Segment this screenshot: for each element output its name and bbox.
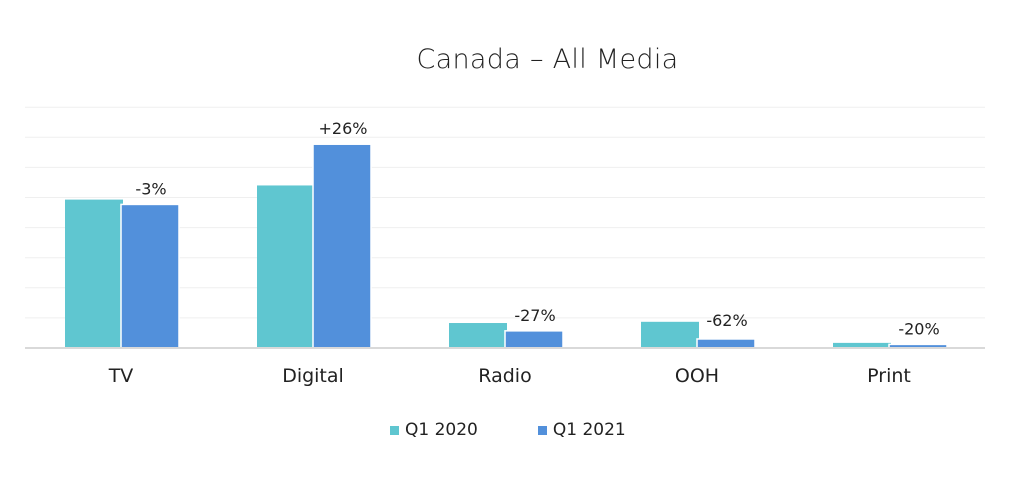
bar-digital-q1-2020 (257, 185, 315, 348)
legend-label: Q1 2021 (552, 420, 626, 440)
x-tick-label: Radio (478, 365, 531, 387)
data-label: -3% (135, 179, 166, 198)
data-label: -62% (706, 311, 747, 330)
data-label: -27% (514, 306, 555, 325)
bar-digital-q1-2021 (312, 143, 372, 349)
bar-radio-q1-2020 (449, 323, 507, 348)
x-tick-label: TV (108, 365, 134, 387)
bar-print-q1-2020 (833, 342, 891, 348)
bar-tv-q1-2020 (65, 199, 123, 348)
chart-title: Canada – All Media (416, 44, 679, 75)
x-tick-label: OOH (675, 365, 719, 387)
bar-ooh-q1-2020 (641, 321, 699, 348)
x-tick-label: Digital (282, 365, 344, 387)
legend-label: Q1 2020 (405, 420, 478, 440)
legend-item-q1-2020: Q1 2020 (390, 420, 478, 440)
legend-item-q1-2021: Q1 2021 (537, 420, 626, 440)
legend-swatch (537, 425, 547, 435)
legend: Q1 2020 Q1 2021 (390, 420, 626, 440)
bar-tv-q1-2021 (120, 203, 180, 349)
data-label: -20% (898, 319, 939, 338)
x-tick-label: Print (867, 365, 911, 387)
bar-radio-q1-2021 (504, 330, 564, 349)
legend-swatch (390, 425, 399, 435)
data-label: +26% (319, 119, 368, 138)
bar-ooh-q1-2021 (696, 338, 756, 349)
